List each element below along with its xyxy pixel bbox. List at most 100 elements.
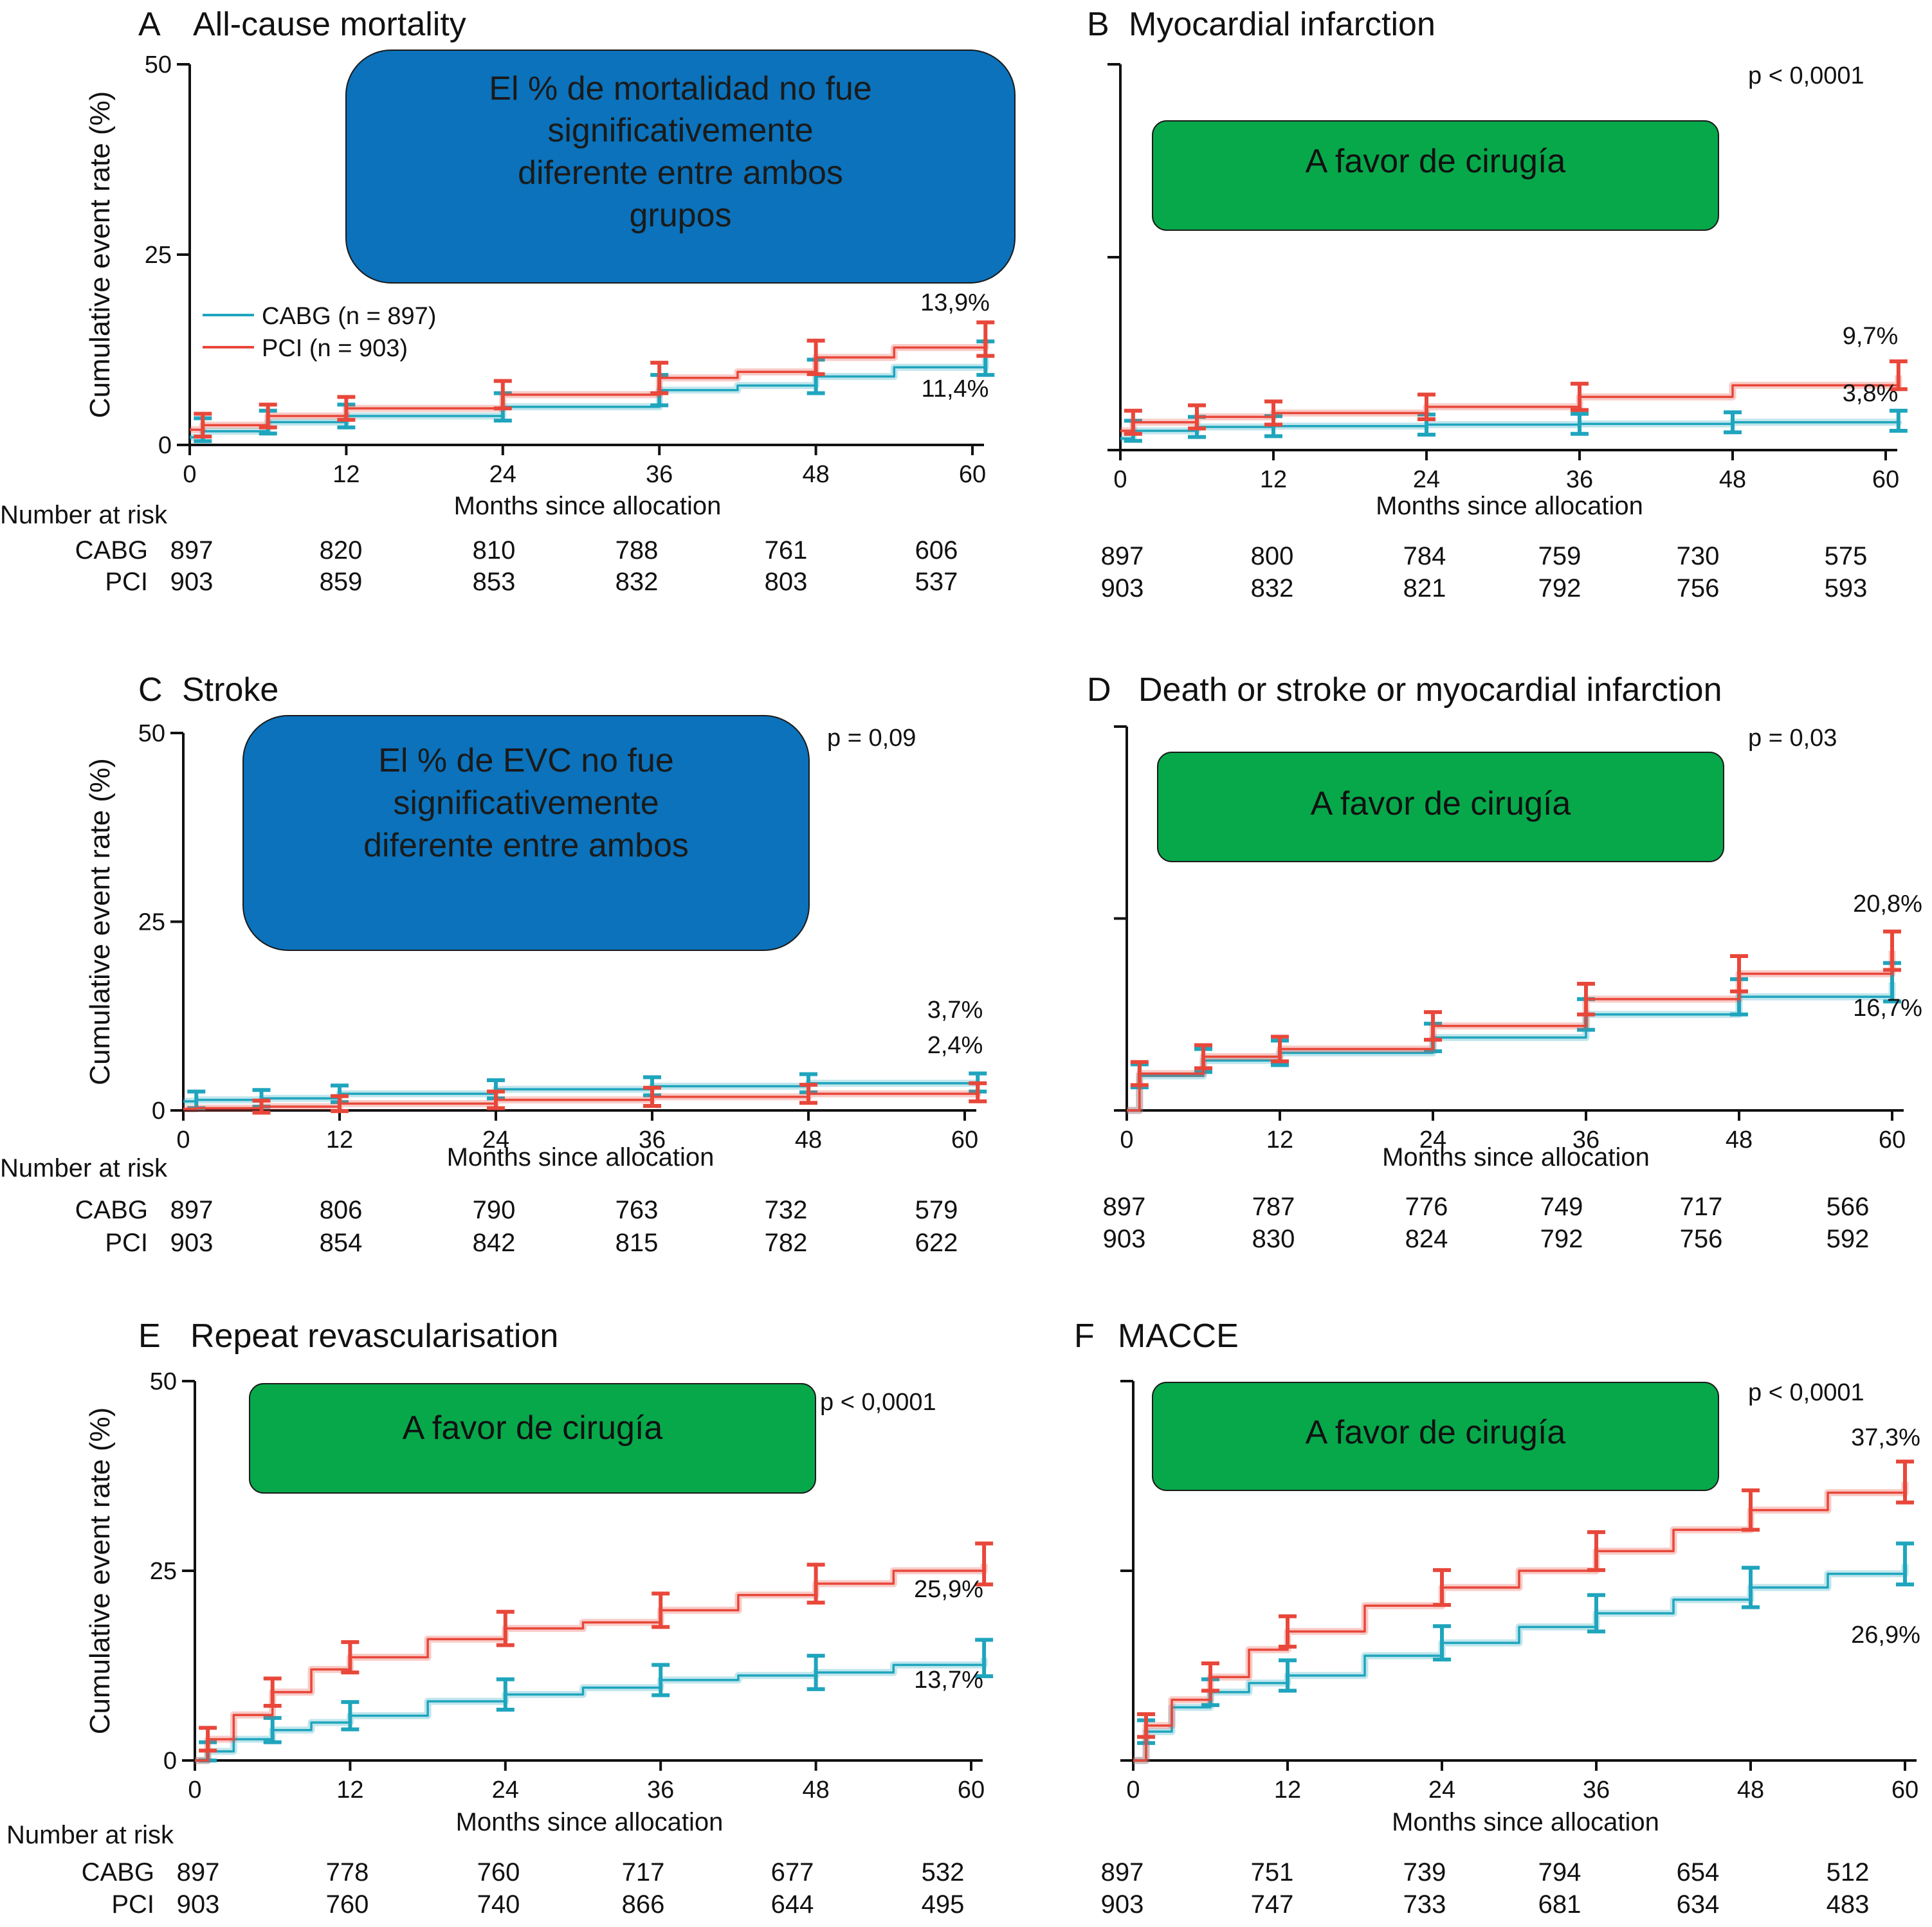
pci-error-bar	[1730, 954, 1748, 993]
risk-value-pci: 483	[1827, 1890, 1870, 1919]
pci-band	[1133, 1481, 1909, 1764]
y-tick-label: 0	[158, 432, 172, 459]
cabg-error-bar	[1433, 1624, 1451, 1662]
pci-error-bar	[1883, 929, 1901, 972]
x-tick-label: 60	[1872, 466, 1899, 493]
x-tick-label: 36	[646, 461, 673, 488]
risk-value-pci: 803	[765, 568, 808, 596]
pci-error-bar	[341, 1640, 360, 1675]
panel-letter: B	[1087, 6, 1109, 43]
x-tick-label: 24	[1413, 466, 1440, 493]
risk-value-cabg: 532	[922, 1858, 965, 1886]
x-tick-label: 60	[951, 1126, 978, 1153]
risk-value-pci: 903	[170, 568, 214, 596]
panel-a: A All-cause mortality 0 25 50 0 12 24 36 48 60 Mont…	[0, 6, 1016, 596]
pci-error-bar	[1188, 403, 1206, 431]
x-tick-label: 0	[188, 1777, 201, 1804]
legend-cabg-label: CABG (n = 897)	[262, 303, 436, 330]
panel-f: F MACCE 0 12 24 36 48 60 Months since allocation…	[1074, 1317, 1920, 1919]
pci-error-bar	[1130, 1060, 1149, 1087]
pci-error-bar	[1896, 1460, 1914, 1505]
y-axis-label: Cumulative event rate (%)	[84, 91, 116, 419]
y-tick-label: 0	[163, 1748, 177, 1775]
risk-value-cabg: 606	[915, 536, 958, 565]
risk-value-pci: 760	[326, 1890, 369, 1919]
risk-value-pci: 832	[615, 568, 659, 596]
cabg-error-bar	[496, 1677, 515, 1712]
annotation-text: A favor de cirugía	[1311, 785, 1571, 822]
x-tick-label: 12	[1266, 1126, 1293, 1153]
pci-error-bar	[1577, 981, 1595, 1017]
x-axis-label: Months since allocation	[1376, 492, 1643, 520]
annotation-text: A favor de cirugía	[403, 1409, 663, 1447]
cabg-end-label: 2,4%	[927, 1032, 983, 1059]
pci-error-bar	[1571, 381, 1589, 412]
p-value: p < 0,0001	[820, 1389, 936, 1416]
risk-value-cabg: 717	[622, 1858, 665, 1886]
pci-error-bar	[1279, 1614, 1297, 1649]
risk-value-pci: 756	[1677, 574, 1720, 602]
risk-value-pci: 903	[1101, 574, 1144, 602]
p-value: p = 0,09	[827, 725, 916, 752]
x-tick-label: 0	[1126, 1777, 1140, 1804]
x-tick-label: 60	[959, 461, 986, 488]
risk-value-cabg: 749	[1540, 1193, 1583, 1221]
pci-line	[1133, 1481, 1906, 1762]
pci-error-bar	[807, 1562, 825, 1605]
annotation-text: El % de EVC no fue	[378, 742, 674, 779]
pci-error-bar	[493, 379, 512, 411]
risk-value-cabg: 820	[320, 536, 363, 565]
pci-error-bar	[1742, 1488, 1760, 1532]
x-tick-label: 24	[1428, 1777, 1455, 1804]
x-tick-label: 48	[1719, 466, 1746, 493]
y-tick-label: 50	[138, 720, 165, 747]
pci-error-bar	[976, 320, 995, 358]
cabg-end-label: 26,9%	[1851, 1622, 1920, 1649]
annotation-box-green	[249, 1383, 816, 1494]
number-at-risk-header: Number at risk	[6, 1821, 174, 1849]
pci-error-bar	[1264, 399, 1282, 427]
panel-title: MACCE	[1118, 1317, 1239, 1355]
pci-error-bar	[1124, 408, 1142, 436]
panel-e: E Repeat revascularisation 0 25 50 0 12 24 36 48 6…	[6, 1317, 994, 1919]
panel-title: Stroke	[182, 671, 278, 709]
annotation-box-green	[1152, 120, 1719, 231]
annotation-text: grupos	[630, 197, 732, 234]
y-tick-label: 50	[150, 1368, 177, 1395]
x-tick-label: 0	[1113, 466, 1127, 493]
pci-error-bar	[1201, 1661, 1219, 1693]
pci-error-bar	[263, 1676, 282, 1708]
x-tick-label: 36	[647, 1777, 674, 1804]
pci-error-bar	[194, 412, 212, 439]
x-tick-label: 48	[795, 1126, 822, 1153]
risk-value-cabg: 790	[473, 1196, 516, 1224]
pci-end-label: 9,7%	[1843, 323, 1899, 350]
risk-value-pci: 903	[170, 1229, 214, 1257]
pci-error-bar	[199, 1726, 217, 1753]
pci-end-label: 20,8%	[1853, 891, 1922, 918]
risk-value-pci: 733	[1403, 1890, 1446, 1919]
pci-error-bar	[1424, 1010, 1442, 1042]
risk-value-cabg: 759	[1538, 542, 1581, 570]
risk-value-pci: 903	[177, 1890, 220, 1919]
cabg-error-bar	[1742, 1566, 1760, 1609]
risk-value-cabg: 760	[477, 1858, 520, 1886]
pci-error-bar	[650, 361, 669, 395]
panel-b: B Myocardial infarction 0 12 24 36 48 60 Months …	[1087, 6, 1908, 602]
x-tick-label: 36	[639, 1126, 666, 1153]
pci-error-bar	[337, 395, 356, 422]
risk-value-cabg: 763	[615, 1196, 659, 1224]
legend-pci-label: PCI (n = 903)	[262, 335, 408, 362]
risk-value-pci: 854	[320, 1229, 363, 1257]
y-tick-label: 25	[138, 909, 165, 936]
number-at-risk-header: Number at risk	[0, 501, 168, 529]
pci-error-bar	[1433, 1568, 1451, 1607]
risk-value-cabg: 579	[915, 1196, 958, 1224]
risk-value-pci: 593	[1825, 574, 1868, 602]
risk-value-cabg: 717	[1680, 1193, 1723, 1221]
pci-error-bar	[969, 1081, 987, 1103]
y-tick-label: 50	[145, 51, 172, 78]
risk-value-cabg: 810	[473, 536, 516, 565]
y-tick-label: 25	[150, 1558, 177, 1585]
